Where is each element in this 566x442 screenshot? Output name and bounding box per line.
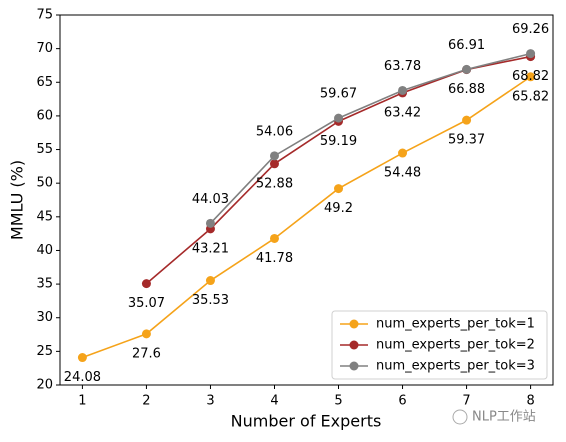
x-tick-label: 1 xyxy=(78,394,86,409)
data-point xyxy=(141,329,151,339)
data-label: 43.21 xyxy=(192,241,229,256)
data-point xyxy=(526,49,536,59)
y-tick-label: 60 xyxy=(36,108,53,123)
data-label: 54.48 xyxy=(384,166,421,181)
watermark-text: NLP工作站 xyxy=(472,410,536,425)
data-label: 63.78 xyxy=(384,59,421,74)
data-label: 69.26 xyxy=(512,22,549,37)
data-point xyxy=(205,276,215,286)
y-tick-label: 25 xyxy=(36,344,53,359)
y-tick-label: 20 xyxy=(36,378,53,393)
x-tick-label: 6 xyxy=(398,394,406,409)
data-label: 66.88 xyxy=(448,82,485,97)
y-tick-label: 50 xyxy=(36,176,53,191)
data-point xyxy=(205,218,215,228)
data-label: 66.91 xyxy=(448,38,485,53)
data-label: 59.67 xyxy=(320,87,357,102)
y-tick-label: 65 xyxy=(36,75,53,90)
legend-label: num_experts_per_tok=1 xyxy=(376,317,535,332)
x-tick-label: 7 xyxy=(462,394,470,409)
y-tick-label: 45 xyxy=(36,209,53,224)
y-tick-label: 55 xyxy=(36,142,53,157)
x-tick-label: 2 xyxy=(142,394,150,409)
data-point xyxy=(269,159,279,169)
data-label: 24.08 xyxy=(64,370,101,385)
legend-marker xyxy=(349,319,359,329)
watermark-icon xyxy=(452,409,468,425)
legend-marker xyxy=(349,340,359,350)
plot-frame xyxy=(59,14,554,386)
watermark: NLP工作站 xyxy=(452,409,536,425)
data-label: 44.03 xyxy=(192,192,229,207)
data-label: 54.06 xyxy=(256,124,293,139)
data-point xyxy=(462,115,472,125)
data-point xyxy=(398,148,408,158)
data-label: 35.53 xyxy=(192,293,229,308)
series-line xyxy=(209,52,531,224)
series-line xyxy=(82,76,532,359)
legend: num_experts_per_tok=1 num_experts_per_tok… xyxy=(331,310,548,380)
x-axis-title: Number of Experts xyxy=(231,412,382,431)
legend-label: num_experts_per_tok=3 xyxy=(376,359,535,374)
data-point xyxy=(141,279,151,289)
data-label: 49.2 xyxy=(324,201,353,216)
data-point xyxy=(462,64,472,74)
data-point xyxy=(77,353,87,363)
data-label: 41.78 xyxy=(256,251,293,266)
data-label: 59.19 xyxy=(320,134,357,149)
data-point xyxy=(269,151,279,161)
data-point xyxy=(334,113,344,123)
data-label: 65.82 xyxy=(512,89,549,104)
data-label: 68.82 xyxy=(512,69,549,84)
y-axis-title: MMLU (%) xyxy=(8,160,27,240)
data-label: 52.88 xyxy=(256,176,293,191)
data-point xyxy=(526,72,536,82)
y-tick-label: 70 xyxy=(36,41,53,56)
legend-box xyxy=(331,310,548,380)
data-point xyxy=(269,233,279,243)
x-tick-label: 4 xyxy=(270,394,278,409)
y-tick-label: 75 xyxy=(36,8,53,23)
legend-marker xyxy=(349,361,359,371)
data-point xyxy=(334,184,344,194)
legend-label: num_experts_per_tok=2 xyxy=(376,338,535,353)
y-tick-label: 35 xyxy=(36,277,53,292)
y-tick-label: 30 xyxy=(36,310,53,325)
x-tick-label: 3 xyxy=(206,394,214,409)
data-label: 59.37 xyxy=(448,133,485,148)
x-tick-label: 8 xyxy=(526,394,534,409)
data-label: 27.6 xyxy=(132,346,161,361)
data-point xyxy=(398,85,408,95)
y-tick-label: 40 xyxy=(36,243,53,258)
x-tick-label: 5 xyxy=(334,394,342,409)
data-label: 63.42 xyxy=(384,105,421,120)
data-label: 35.07 xyxy=(128,296,165,311)
